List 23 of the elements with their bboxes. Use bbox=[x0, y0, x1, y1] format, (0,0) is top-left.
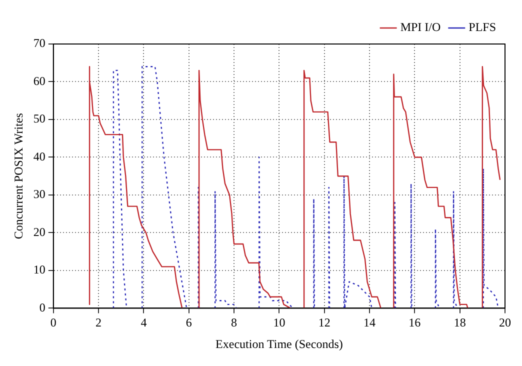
x-tick-label: 4 bbox=[140, 316, 147, 330]
y-axis-title: Concurrent POSIX Writes bbox=[11, 112, 26, 240]
x-tick-label: 20 bbox=[499, 316, 511, 330]
y-tick-label: 60 bbox=[33, 74, 46, 88]
x-tick-label: 16 bbox=[408, 316, 421, 330]
x-tick-label: 6 bbox=[186, 316, 192, 330]
x-tick-label: 12 bbox=[318, 316, 330, 330]
x-tick-label: 2 bbox=[96, 316, 102, 330]
x-axis-title: Execution Time (Seconds) bbox=[216, 336, 343, 351]
x-tick-label: 14 bbox=[364, 316, 376, 330]
x-tick-label: 10 bbox=[273, 316, 286, 330]
y-tick-label: 40 bbox=[33, 149, 46, 164]
x-tick-label: 8 bbox=[231, 316, 238, 330]
y-tick-label: 30 bbox=[33, 187, 46, 202]
y-tick-label: 0 bbox=[39, 300, 46, 314]
y-tick-label: 70 bbox=[33, 36, 46, 50]
y-tick-label: 20 bbox=[33, 224, 46, 239]
y-tick-label: 50 bbox=[33, 112, 46, 126]
y-tick-label: 10 bbox=[33, 262, 46, 277]
x-tick-label: 0 bbox=[50, 316, 56, 330]
legend-label: MPI I/O bbox=[400, 20, 441, 34]
legend-label: PLFS bbox=[468, 20, 496, 34]
x-tick-label: 18 bbox=[454, 316, 466, 330]
